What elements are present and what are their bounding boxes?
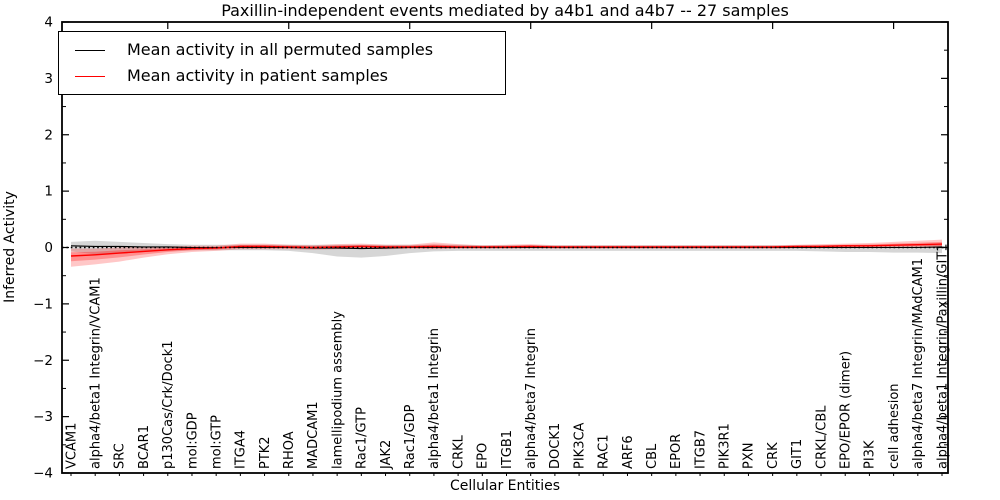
- y-tick-label: 2: [44, 127, 53, 143]
- legend-line-swatch-permuted: [75, 49, 105, 51]
- x-category-label: GIT1: [790, 439, 805, 469]
- x-category-label: Rac1/GDP: [403, 404, 418, 469]
- x-category-label: ITGB7: [693, 430, 708, 469]
- y-tick-label: 4: [44, 15, 53, 31]
- x-category-label: ITGB1: [500, 430, 515, 469]
- x-category-label: alpha4/beta7 Integrin: [524, 328, 539, 469]
- x-category-label: alpha4/beta7 Integrin/MAdCAM1: [911, 258, 926, 469]
- legend-label-permuted: Mean activity in all permuted samples: [127, 40, 434, 59]
- x-category-label: CRKL/CBL: [814, 405, 829, 469]
- x-category-label: Rac1/GTP: [355, 407, 370, 469]
- x-category-label: p130Cas/Crk/Dock1: [161, 340, 176, 469]
- y-tick-label: 3: [44, 71, 53, 87]
- x-category-label: alpha4/beta1 Integrin/Paxillin/GIT1: [935, 243, 950, 469]
- x-category-label: cell adhesion: [887, 383, 902, 469]
- x-category-label: PXN: [742, 443, 757, 469]
- x-category-label: RAC1: [597, 434, 612, 469]
- x-category-label: BCAR1: [137, 425, 152, 469]
- legend: Mean activity in all permuted samples Me…: [58, 31, 506, 95]
- x-category-label: PIK3CA: [572, 422, 587, 469]
- x-category-label: ITGA4: [234, 430, 249, 469]
- x-category-label: MADCAM1: [306, 401, 321, 469]
- x-category-label: PIK3R1: [718, 423, 733, 469]
- y-tick-label: 1: [44, 184, 53, 200]
- x-category-label: JAK2: [379, 440, 394, 470]
- x-category-label: CRKL: [451, 434, 466, 469]
- x-category-label: SRC: [113, 443, 128, 469]
- x-category-label: mol:GDP: [185, 412, 200, 469]
- legend-label-patient: Mean activity in patient samples: [127, 66, 388, 85]
- x-category-label: PTK2: [258, 436, 273, 469]
- y-tick-label: −1: [33, 296, 53, 312]
- x-axis-label: Cellular Entities: [449, 478, 561, 494]
- x-category-label: CRK: [766, 442, 781, 469]
- legend-line-swatch-patient: [75, 75, 105, 77]
- y-tick-label: −4: [33, 466, 53, 482]
- x-category-label: CBL: [645, 443, 660, 469]
- x-category-label: mol:GTP: [209, 415, 224, 469]
- x-category-label: VCAM1: [64, 423, 79, 469]
- x-category-label: PI3K: [863, 440, 878, 469]
- x-category-label: EPOR: [669, 434, 684, 469]
- y-tick-label: −2: [33, 353, 53, 369]
- legend-entry-permuted: Mean activity in all permuted samples: [59, 42, 505, 58]
- x-category-label: alpha4/beta1 Integrin: [427, 328, 442, 469]
- permuted-band: [71, 240, 942, 258]
- x-category-label: RHOA: [282, 431, 297, 469]
- x-category-label: DOCK1: [548, 423, 563, 469]
- x-category-label: lamellipodium assembly: [330, 311, 345, 469]
- y-tick-label: −3: [33, 409, 53, 425]
- x-category-label: EPO: [476, 443, 491, 469]
- x-category-label: alpha4/beta1 Integrin/VCAM1: [88, 277, 103, 469]
- y-tick-label: 0: [44, 240, 53, 256]
- patient-band-outer: [71, 239, 942, 267]
- chart-title: Paxillin-independent events mediated by …: [221, 1, 789, 20]
- x-category-label: ARF6: [621, 435, 636, 469]
- legend-entry-patient: Mean activity in patient samples: [59, 68, 505, 84]
- x-category-label: EPO/EPOR (dimer): [839, 351, 854, 469]
